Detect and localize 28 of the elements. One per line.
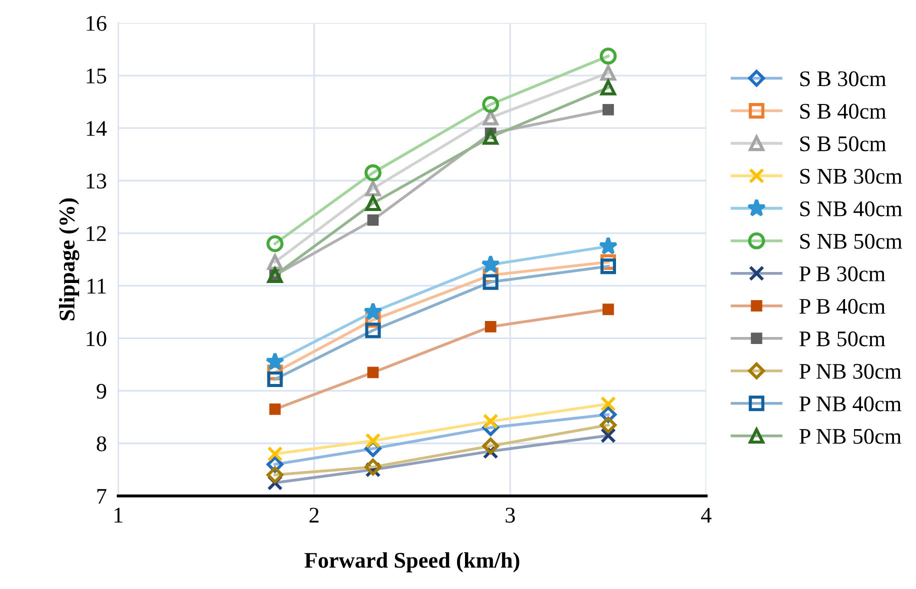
y-tick-label: 16 xyxy=(86,16,106,31)
legend-label: S NB 30cm xyxy=(800,168,902,184)
y-tick-label: 15 xyxy=(86,68,106,84)
y-tick-label: 13 xyxy=(86,174,106,189)
legend-label: S B 30cm xyxy=(800,71,886,86)
legend-label: S B 40cm xyxy=(800,104,886,119)
legend-label: P NB 40cm xyxy=(799,396,902,412)
y-tick-label: 7 xyxy=(97,489,106,504)
y-tick-label: 11 xyxy=(88,278,106,294)
y-tick-label: 12 xyxy=(86,226,106,241)
y-tick-label: 14 xyxy=(86,121,107,136)
legend-label: S B 50cm xyxy=(800,136,886,152)
x-tick-label: 1 xyxy=(114,508,122,522)
legend-label: P NB 50cm xyxy=(799,428,902,444)
legend-label: P B 50cm xyxy=(799,331,886,346)
legend-label: P B 40cm xyxy=(799,298,886,314)
legend-label: S NB 50cm xyxy=(800,234,902,249)
y-tick-label: 10 xyxy=(86,331,106,346)
x-tick-label: 2 xyxy=(310,508,319,522)
y-tick-label: 8 xyxy=(96,436,106,452)
legend-label: S NB 40cm xyxy=(800,201,902,216)
legend-label: P B 30cm xyxy=(799,266,886,282)
y-axis-title: Slippage (%) xyxy=(58,198,80,320)
y-tick-label: 9 xyxy=(96,384,106,399)
x-tick-label: 4 xyxy=(701,508,712,522)
x-axis-title: Forward Speed (km/h) xyxy=(304,552,520,572)
x-tick-label: 3 xyxy=(506,508,515,523)
legend-label: P NB 30cm xyxy=(799,364,902,379)
